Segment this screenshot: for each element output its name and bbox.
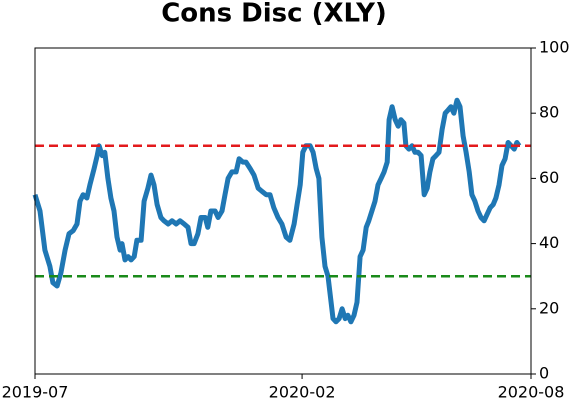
line bbox=[32, 97, 522, 325]
y-tick-label: 40 bbox=[539, 233, 559, 252]
x-tick-label: 2019-07 bbox=[2, 383, 69, 402]
x-tick-label: 2020-08 bbox=[498, 383, 565, 402]
x-tick-label: 2020-02 bbox=[269, 383, 336, 402]
plot-frame bbox=[34, 47, 532, 375]
y-tick-label: 100 bbox=[539, 38, 570, 57]
y-tick-label: 0 bbox=[539, 364, 549, 383]
y-tick-label: 60 bbox=[539, 168, 559, 187]
y-tick-label: 20 bbox=[539, 298, 559, 317]
chart-title: Cons Disc (XLY) bbox=[161, 0, 387, 29]
y-tick-label: 80 bbox=[539, 103, 559, 122]
